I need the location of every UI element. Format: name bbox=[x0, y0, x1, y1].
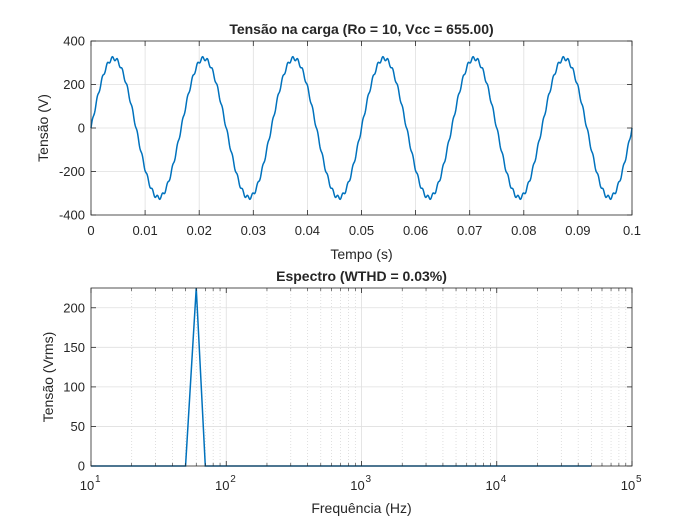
x-tick-label: 0.08 bbox=[511, 223, 536, 238]
x-tick-exponent: 2 bbox=[230, 474, 236, 485]
x-tick-label: 0.07 bbox=[457, 223, 482, 238]
x-tick-label: 0.03 bbox=[241, 223, 266, 238]
x-tick-exponent: 1 bbox=[95, 474, 101, 485]
time-plot: 0 0.01 0.02 0.03 0.04 0.05 0.06 0.07 0.08 0.09 0.1… bbox=[35, 21, 641, 262]
grid bbox=[91, 288, 632, 466]
series-layer bbox=[90, 55, 633, 201]
tick-layer: 0 0.01 0.02 0.03 0.04 0.05 0.06 0.07 0.08 0.09 0.1… bbox=[59, 34, 641, 239]
time-plot-ylabel: Tensão (V) bbox=[35, 94, 51, 162]
y-tick-label: -200 bbox=[59, 164, 85, 179]
x-tick-label: 10 bbox=[486, 478, 500, 493]
voltage-series-line bbox=[90, 55, 633, 201]
y-tick-label: 0 bbox=[78, 121, 85, 136]
spectrum-plot-xlabel: Frequência (Hz) bbox=[311, 500, 411, 516]
x-tick-exponent: 5 bbox=[636, 474, 642, 485]
x-tick-label: 0.04 bbox=[295, 223, 320, 238]
x-tick-label: 10 bbox=[215, 478, 229, 493]
y-tick-label: 0 bbox=[78, 459, 85, 474]
x-tick-label: 0.06 bbox=[403, 223, 428, 238]
time-plot-title: Tensão na carga (Ro = 10, Vcc = 655.00) bbox=[229, 21, 493, 37]
y-tick-label: 150 bbox=[63, 340, 85, 355]
y-tick-label: -400 bbox=[59, 208, 85, 223]
spectrum-plot-ylabel: Tensão (Vrms) bbox=[40, 332, 56, 423]
x-tick-label: 0.09 bbox=[565, 223, 590, 238]
spectrum-plot-title: Espectro (WTHD = 0.03%) bbox=[276, 268, 447, 284]
x-tick-label: 0.05 bbox=[349, 223, 374, 238]
y-tick-label: 200 bbox=[63, 300, 85, 315]
y-tick-label: 100 bbox=[63, 379, 85, 394]
y-tick-label: 200 bbox=[63, 77, 85, 92]
x-tick-label: 10 bbox=[350, 478, 364, 493]
y-tick-label: 50 bbox=[71, 419, 85, 434]
x-tick-exponent: 3 bbox=[366, 474, 372, 485]
x-tick-label: 10 bbox=[80, 478, 94, 493]
x-tick-label: 0.01 bbox=[132, 223, 157, 238]
x-tick-exponent: 4 bbox=[501, 474, 507, 485]
x-tick-label: 0 bbox=[87, 223, 94, 238]
x-tick-label: 0.1 bbox=[623, 223, 641, 238]
time-plot-xlabel: Tempo (s) bbox=[330, 246, 392, 262]
x-tick-label: 0.02 bbox=[187, 223, 212, 238]
x-tick-label: 10 bbox=[621, 478, 635, 493]
y-tick-label: 400 bbox=[63, 34, 85, 49]
